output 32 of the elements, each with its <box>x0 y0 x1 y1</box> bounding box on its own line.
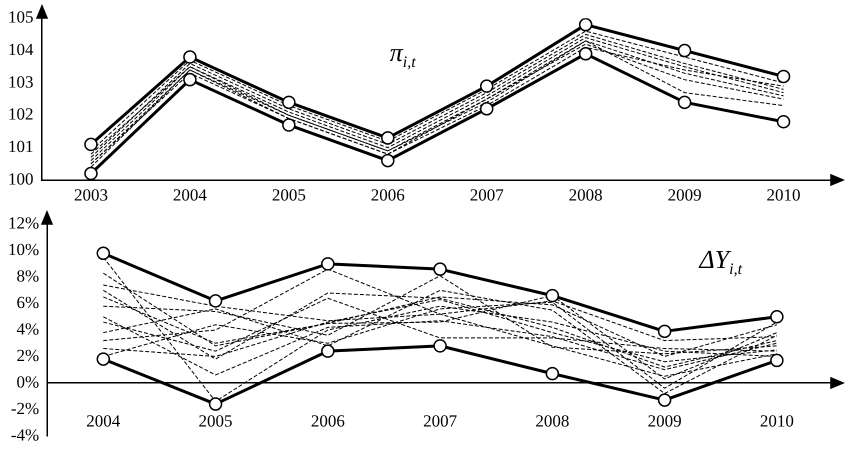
x-tick-label: 2007 <box>470 186 504 205</box>
x-tick-label: 2006 <box>310 412 345 431</box>
y-tick-label: 6% <box>16 293 40 312</box>
y-tick-label: 0% <box>16 372 40 392</box>
y-tick-label: 4% <box>16 319 40 338</box>
x-tick-label: 2005 <box>272 186 306 205</box>
x-tick-label: 2010 <box>766 186 801 205</box>
annotation: π$_{i,t}$ <box>390 38 416 72</box>
x-tick-label: 2007 <box>423 412 458 431</box>
x-tick-label: 2009 <box>648 412 682 431</box>
x-tick-label: 2004 <box>172 186 208 205</box>
y-tick-label: -2% <box>10 398 40 418</box>
annotation: ΔY$_{i,t}$ <box>699 245 742 280</box>
y-tick-label: 102 <box>8 104 34 124</box>
x-tick-label: 2008 <box>535 412 570 431</box>
y-tick-label: 105 <box>8 8 34 27</box>
x-tick-label: 2004 <box>86 412 121 431</box>
y-tick-label: 103 <box>8 72 34 92</box>
y-tick-label: 2% <box>16 346 40 365</box>
y-tick-label: 101 <box>8 137 34 156</box>
x-tick-label: 2003 <box>74 186 108 205</box>
y-tick-label: 104 <box>8 40 34 60</box>
y-tick-label: 100 <box>8 169 34 188</box>
y-tick-label: 10% <box>8 240 40 260</box>
x-tick-label: 2010 <box>760 412 794 431</box>
x-tick-label: 2008 <box>568 186 603 205</box>
x-tick-label: 2009 <box>668 186 702 205</box>
y-tick-label: -4% <box>10 425 40 444</box>
x-tick-label: 2006 <box>370 186 405 205</box>
x-tick-label: 2005 <box>198 412 233 431</box>
y-tick-label: 12% <box>8 214 40 233</box>
y-tick-label: 8% <box>16 266 40 286</box>
